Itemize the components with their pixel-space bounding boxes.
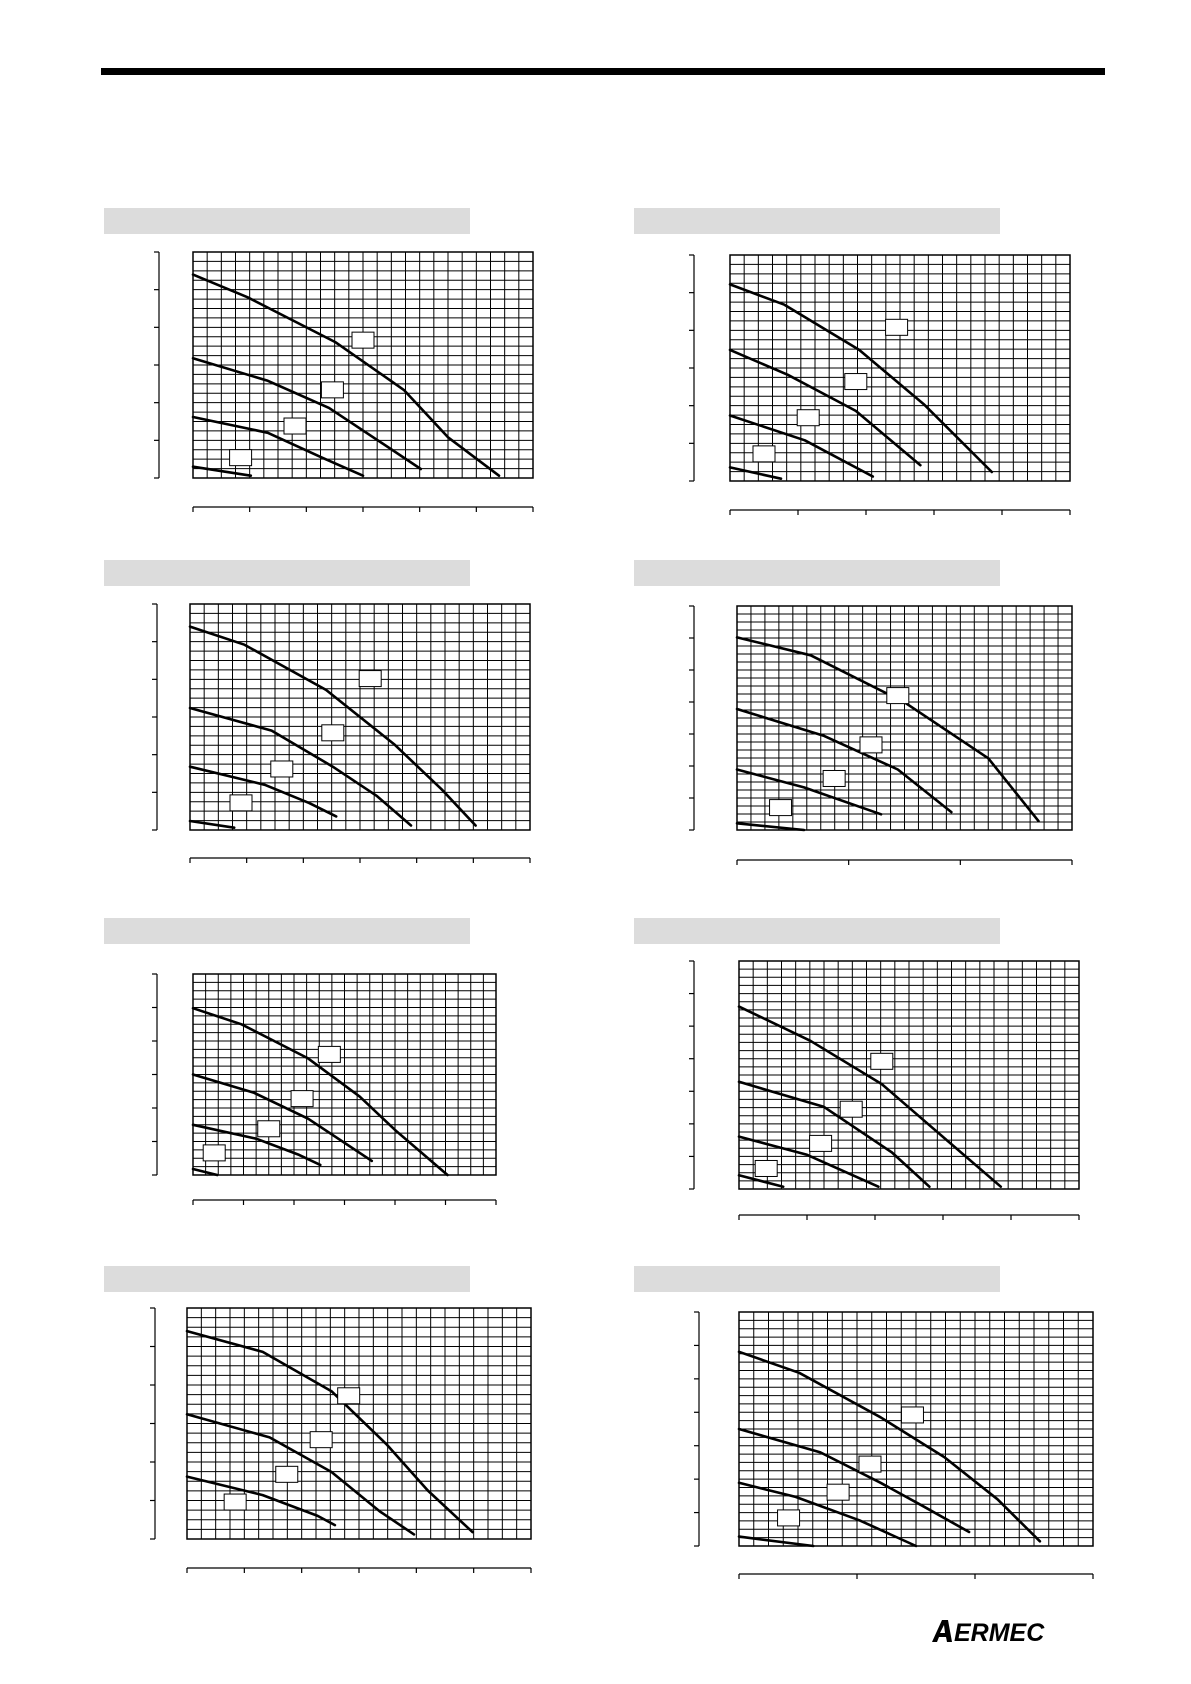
aermec-logo-mark: ERMEC bbox=[932, 1619, 1045, 1646]
curve-label-box bbox=[858, 1455, 882, 1473]
plot-frame bbox=[729, 254, 1071, 482]
curve-label-box bbox=[752, 445, 776, 463]
chart-header-bar bbox=[634, 208, 1000, 234]
plot-frame bbox=[192, 251, 534, 479]
pump-curve-line bbox=[188, 706, 413, 827]
pump-curve-line bbox=[737, 1005, 1003, 1188]
pump-curve-line bbox=[737, 1135, 880, 1188]
pump-curve-line bbox=[191, 356, 423, 471]
chart-grid bbox=[189, 603, 531, 831]
chart-grid bbox=[186, 1307, 532, 1540]
pump-curve-line bbox=[735, 768, 883, 816]
pump-curve-line bbox=[191, 1167, 219, 1177]
pump-curve-line bbox=[191, 1073, 374, 1163]
plot-frame bbox=[736, 605, 1073, 831]
pump-curve-chart bbox=[689, 960, 1080, 1220]
pump-curve-chart bbox=[689, 254, 1071, 515]
plot-frame bbox=[189, 603, 531, 831]
curve-label-box bbox=[223, 1493, 247, 1511]
pump-curve-line bbox=[191, 465, 253, 477]
curve-label-box bbox=[839, 1100, 863, 1118]
pump-curve-chart bbox=[689, 605, 1073, 865]
plot-frame bbox=[738, 960, 1080, 1190]
chart-grid bbox=[192, 973, 497, 1176]
pump-curve-chart bbox=[152, 973, 497, 1205]
pump-curve-line bbox=[735, 822, 806, 832]
pump-curve-chart bbox=[150, 1307, 532, 1573]
chart-header-bar bbox=[104, 918, 470, 944]
pump-curve-line bbox=[728, 466, 783, 480]
pump-curve-line bbox=[737, 1080, 931, 1188]
pump-curve-line bbox=[735, 707, 953, 814]
pump-curve-line bbox=[735, 636, 1040, 823]
pump-curve-line bbox=[188, 765, 338, 818]
pump-curve-line bbox=[737, 1350, 1042, 1543]
pump-curve-line bbox=[728, 414, 875, 478]
curve-label-box bbox=[270, 760, 294, 778]
chart-header-bar bbox=[104, 1266, 470, 1292]
curve-label-box bbox=[796, 409, 820, 427]
curve-label-box bbox=[290, 1090, 314, 1108]
curve-label-box bbox=[257, 1120, 281, 1138]
curve-label-box bbox=[822, 769, 846, 787]
pump-curve-line bbox=[188, 819, 236, 829]
curve-label-box bbox=[754, 1159, 778, 1177]
curve-label-box bbox=[229, 449, 253, 467]
curve-label-box bbox=[283, 417, 307, 435]
curve-label-box bbox=[358, 670, 382, 688]
curve-label-box bbox=[229, 794, 253, 812]
curve-label-box bbox=[309, 1431, 333, 1449]
curve-label-box bbox=[859, 736, 883, 754]
curve-label-box bbox=[321, 724, 345, 742]
curve-label-box bbox=[202, 1144, 226, 1162]
curve-label-box bbox=[826, 1483, 850, 1501]
pump-curve-line bbox=[191, 273, 501, 477]
pump-curve-line bbox=[188, 625, 477, 827]
pump-curve-line bbox=[737, 1427, 971, 1534]
chart-header-bar bbox=[104, 208, 470, 234]
svg-text:ERMEC: ERMEC bbox=[954, 1619, 1045, 1646]
curve-label-box bbox=[870, 1052, 894, 1070]
chart-header-bar bbox=[634, 918, 1000, 944]
curve-label-box bbox=[885, 318, 909, 336]
pump-curve-line bbox=[185, 1413, 416, 1536]
curve-label-box bbox=[844, 373, 868, 391]
chart-grid bbox=[736, 605, 1073, 831]
pump-curve-line bbox=[191, 415, 365, 477]
top-rule bbox=[101, 68, 1105, 75]
aermec-logo: ERMEC bbox=[932, 1619, 1045, 1646]
pump-curve-chart bbox=[152, 603, 531, 863]
chart-header-bar bbox=[634, 560, 1000, 586]
pump-curve-line bbox=[191, 1123, 322, 1167]
plot-frame bbox=[186, 1307, 532, 1540]
pump-curve-line bbox=[737, 1535, 815, 1548]
curve-label-box bbox=[886, 687, 910, 705]
curve-label-box bbox=[337, 1387, 361, 1405]
chart-header-bar bbox=[104, 560, 470, 586]
curve-label-box bbox=[809, 1134, 833, 1152]
curve-label-box bbox=[900, 1406, 924, 1424]
pump-curve-line bbox=[728, 348, 922, 467]
chart-grid bbox=[738, 960, 1080, 1190]
pump-curve-line bbox=[185, 1329, 474, 1534]
curve-label-box bbox=[317, 1045, 341, 1063]
pump-curve-line bbox=[191, 1006, 449, 1177]
curve-label-box bbox=[320, 381, 344, 399]
pump-curve-line bbox=[737, 1174, 785, 1188]
chart-grid bbox=[192, 251, 534, 479]
curve-label-box bbox=[777, 1509, 801, 1527]
curve-label-box bbox=[275, 1465, 299, 1483]
curve-label-box bbox=[351, 331, 375, 349]
pump-curve-chart bbox=[154, 251, 534, 512]
pump-curve-chart bbox=[694, 1311, 1094, 1579]
pump-curve-line bbox=[728, 283, 994, 474]
pump-curve-line bbox=[185, 1475, 337, 1527]
chart-header-bar bbox=[634, 1266, 1000, 1292]
pump-curve-line bbox=[737, 1481, 918, 1548]
curve-label-box bbox=[769, 799, 793, 817]
